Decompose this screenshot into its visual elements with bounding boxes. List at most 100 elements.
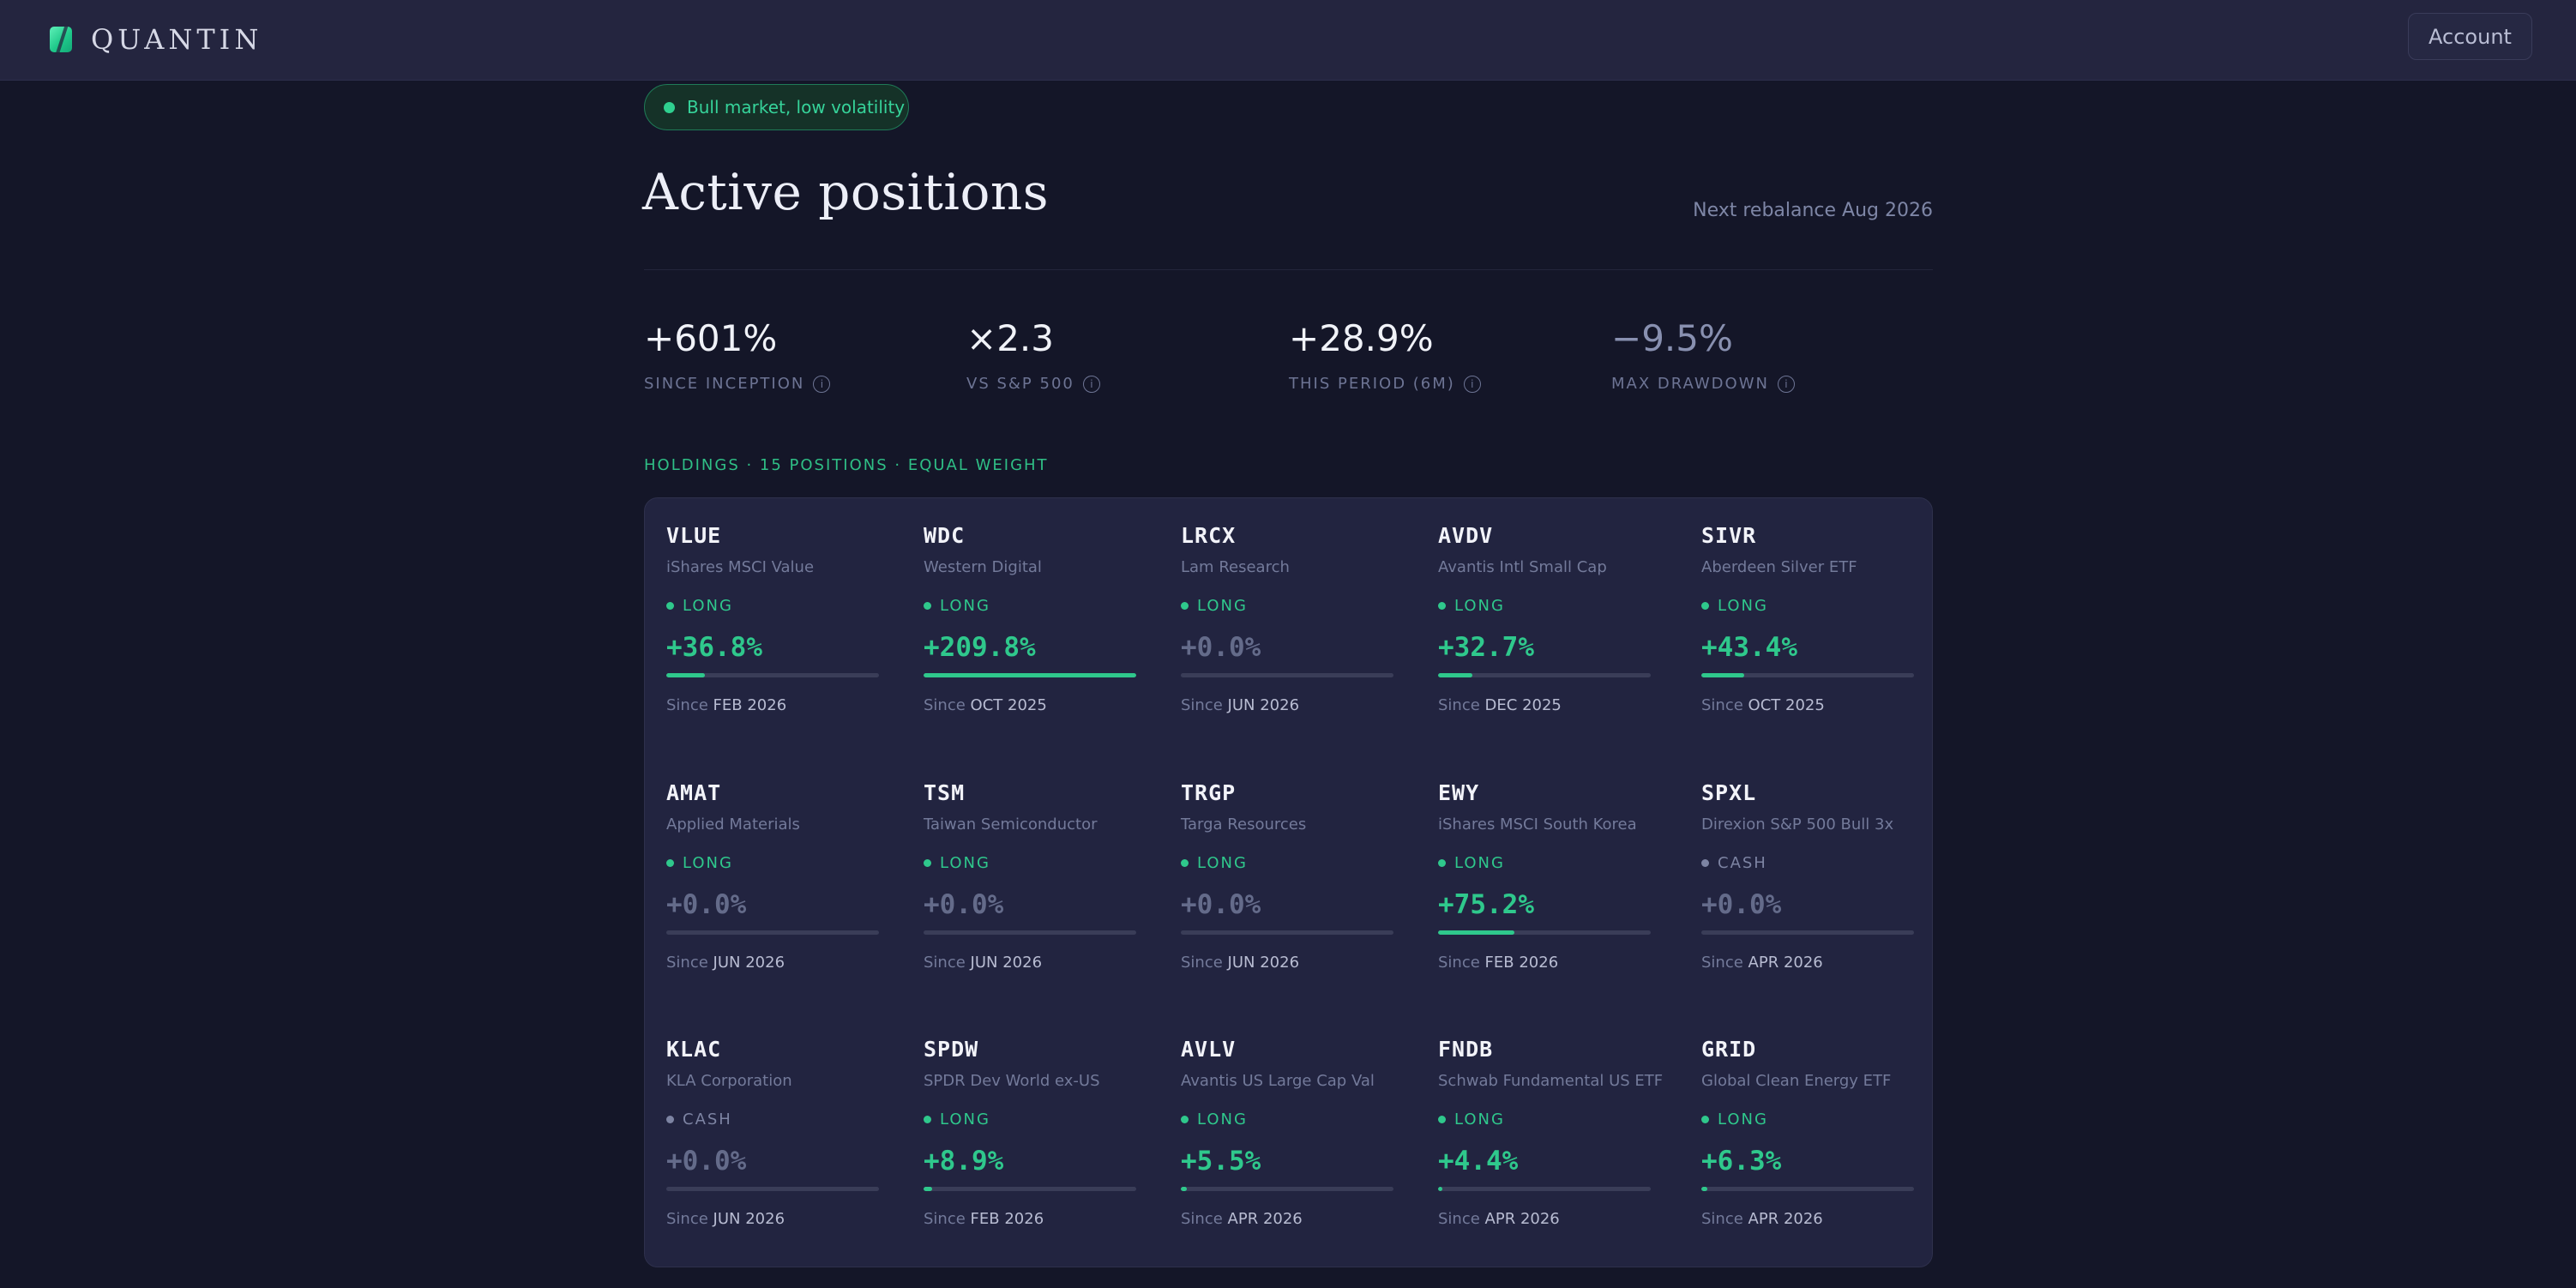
position-name: Aberdeen Silver ETF — [1701, 558, 1857, 576]
position-side-label: LONG — [1197, 854, 1248, 872]
position-progress-fill — [1438, 673, 1472, 677]
position-card[interactable]: SIVR Aberdeen Silver ETF LONG +43.4% Since O… — [1701, 523, 1914, 714]
position-ticker: WDC — [924, 523, 966, 548]
position-card[interactable]: SPDW SPDR Dev World ex-US LONG +8.9% Since F… — [924, 1037, 1136, 1228]
position-side: LONG — [1181, 597, 1393, 615]
position-name: Global Clean Energy ETF — [1701, 1072, 1892, 1090]
side-dot-icon — [1701, 602, 1709, 610]
position-card[interactable]: TRGP Targa Resources LONG +0.0% Since JUN 20… — [1181, 780, 1393, 972]
side-dot-icon — [924, 1116, 931, 1123]
stat-since-inception: +601% SINCE INCEPTION i — [644, 317, 831, 393]
position-card[interactable]: EWY iShares MSCI South Korea LONG +75.2% Sin… — [1438, 780, 1651, 972]
position-return: +0.0% — [666, 889, 747, 920]
position-ticker: VLUE — [666, 523, 722, 548]
since-prefix: Since — [666, 696, 708, 714]
info-icon[interactable]: i — [813, 375, 831, 393]
since-date: APR 2026 — [1748, 954, 1823, 972]
position-card[interactable]: AVLV Avantis US Large Cap Val LONG +5.5% Sin… — [1181, 1037, 1393, 1228]
stat-label: SINCE INCEPTION — [644, 375, 805, 393]
position-ticker: GRID — [1701, 1037, 1757, 1062]
info-icon[interactable]: i — [1463, 375, 1481, 393]
logo-icon — [50, 27, 72, 52]
position-side: LONG — [924, 1110, 1136, 1129]
position-ticker: AVLV — [1181, 1037, 1237, 1062]
position-ticker: KLAC — [666, 1037, 722, 1062]
since-prefix: Since — [1181, 696, 1223, 714]
side-dot-icon — [1701, 859, 1709, 867]
position-name: Applied Materials — [666, 816, 800, 834]
position-since: Since JUN 2026 — [1181, 954, 1393, 972]
position-name: Avantis Intl Small Cap — [1438, 558, 1607, 576]
position-since: Since DEC 2025 — [1438, 696, 1651, 714]
position-side: LONG — [924, 854, 1136, 872]
position-return: +32.7% — [1438, 632, 1534, 663]
position-name: iShares MSCI South Korea — [1438, 816, 1637, 834]
position-card[interactable]: LRCX Lam Research LONG +0.0% Since JUN 2026 — [1181, 523, 1393, 714]
position-return: +209.8% — [924, 632, 1036, 663]
position-since: Since OCT 2025 — [1701, 696, 1914, 714]
position-side: LONG — [666, 854, 879, 872]
position-card[interactable]: FNDB Schwab Fundamental US ETF LONG +4.4% Si… — [1438, 1037, 1663, 1228]
position-ticker: AVDV — [1438, 523, 1494, 548]
position-return: +0.0% — [1181, 632, 1261, 663]
since-prefix: Since — [1701, 696, 1743, 714]
since-date: DEC 2025 — [1484, 696, 1562, 714]
position-progress-fill — [1438, 1187, 1442, 1191]
position-side: LONG — [1701, 597, 1914, 615]
position-card[interactable]: AVDV Avantis Intl Small Cap LONG +32.7% Sinc… — [1438, 523, 1651, 714]
position-name: iShares MSCI Value — [666, 558, 815, 576]
position-card[interactable]: WDC Western Digital LONG +209.8% Since OCT 2… — [924, 523, 1136, 714]
since-date: FEB 2026 — [970, 1210, 1044, 1228]
position-side-label: LONG — [1197, 1110, 1248, 1129]
position-since: Since JUN 2026 — [1181, 696, 1393, 714]
market-regime-label: Bull market, low volatility — [687, 97, 906, 117]
account-button[interactable]: Account — [2408, 13, 2532, 60]
position-return: +43.4% — [1701, 632, 1797, 663]
position-ticker: LRCX — [1181, 523, 1237, 548]
since-date: APR 2026 — [1748, 1210, 1823, 1228]
position-card[interactable]: AMAT Applied Materials LONG +0.0% Since JUN … — [666, 780, 879, 972]
position-since: Since FEB 2026 — [666, 696, 879, 714]
position-side-label: LONG — [940, 597, 990, 615]
since-prefix: Since — [1181, 1210, 1223, 1228]
side-dot-icon — [1701, 1116, 1709, 1123]
side-dot-icon — [1181, 602, 1189, 610]
position-ticker: SIVR — [1701, 523, 1757, 548]
brand[interactable]: QUANTIN — [50, 23, 262, 56]
position-card[interactable]: KLAC KLA Corporation CASH +0.0% Since JUN 20… — [666, 1037, 879, 1228]
since-prefix: Since — [1701, 954, 1743, 972]
position-ticker: SPDW — [924, 1037, 979, 1062]
stat-label-row: SINCE INCEPTION i — [644, 375, 831, 393]
position-card[interactable]: GRID Global Clean Energy ETF LONG +6.3% Sinc… — [1701, 1037, 1914, 1228]
position-since: Since APR 2026 — [1701, 954, 1914, 972]
stat-value: +601% — [644, 317, 778, 359]
position-side-label: LONG — [940, 1110, 990, 1129]
since-prefix: Since — [1438, 954, 1480, 972]
position-progress-bar — [1181, 673, 1393, 677]
info-icon[interactable]: i — [1777, 375, 1795, 393]
market-regime-badge: Bull market, low volatility — [644, 84, 909, 130]
position-ticker: EWY — [1438, 780, 1480, 805]
position-side-label: CASH — [1718, 854, 1767, 872]
stat-label: MAX DRAWDOWN — [1611, 375, 1769, 393]
position-card[interactable]: SPXL Direxion S&P 500 Bull 3x CASH +0.0% Sin… — [1701, 780, 1914, 972]
position-side-label: LONG — [1197, 597, 1248, 615]
position-ticker: SPXL — [1701, 780, 1757, 805]
position-card[interactable]: VLUE iShares MSCI Value LONG +36.8% Since FE… — [666, 523, 879, 714]
next-rebalance-text: Next rebalance Aug 2026 — [1693, 200, 1933, 221]
info-icon[interactable]: i — [1082, 375, 1100, 393]
since-prefix: Since — [924, 1210, 966, 1228]
position-name: Taiwan Semiconductor — [924, 816, 1098, 834]
position-name: Targa Resources — [1181, 816, 1307, 834]
position-ticker: FNDB — [1438, 1037, 1494, 1062]
position-since: Since APR 2026 — [1701, 1210, 1914, 1228]
since-date: JUN 2026 — [1227, 696, 1300, 714]
position-card[interactable]: TSM Taiwan Semiconductor LONG +0.0% Since JU… — [924, 780, 1136, 972]
side-dot-icon — [924, 602, 931, 610]
position-return: +0.0% — [1181, 889, 1261, 920]
side-dot-icon — [924, 859, 931, 867]
position-return: +6.3% — [1701, 1146, 1782, 1177]
position-name: Avantis US Large Cap Val — [1181, 1072, 1375, 1090]
position-progress-fill — [666, 673, 705, 677]
since-prefix: Since — [666, 954, 708, 972]
